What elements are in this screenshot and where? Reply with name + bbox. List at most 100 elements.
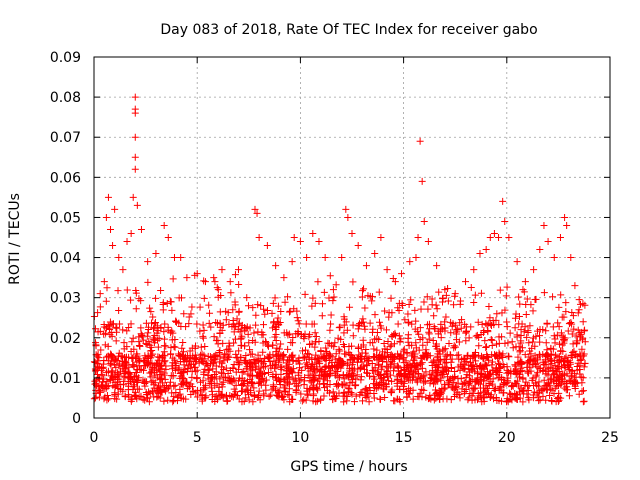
data-point xyxy=(540,289,548,297)
data-point xyxy=(220,357,228,365)
data-point xyxy=(232,388,240,396)
data-point xyxy=(371,366,379,374)
data-point xyxy=(494,355,502,363)
data-point xyxy=(207,323,215,331)
data-point xyxy=(462,386,470,394)
data-point xyxy=(420,386,428,394)
data-point xyxy=(225,339,233,347)
data-point xyxy=(482,386,490,394)
data-point xyxy=(163,299,171,307)
data-point xyxy=(240,367,248,375)
data-point xyxy=(273,352,281,360)
data-point xyxy=(405,370,413,378)
data-point xyxy=(476,250,484,258)
y-tick-label: 0.01 xyxy=(50,371,81,387)
data-point xyxy=(280,384,288,392)
data-point xyxy=(297,390,305,398)
data-point xyxy=(119,266,127,274)
data-point xyxy=(229,364,237,372)
data-point xyxy=(288,353,296,361)
data-point xyxy=(481,388,489,396)
data-point xyxy=(285,385,293,393)
data-point xyxy=(290,305,298,313)
data-point xyxy=(271,333,279,341)
data-point xyxy=(485,356,493,364)
data-point xyxy=(309,294,317,302)
data-point xyxy=(423,353,431,361)
data-point xyxy=(240,397,248,405)
data-point xyxy=(412,317,420,325)
data-point xyxy=(224,309,232,317)
data-point xyxy=(468,396,476,404)
data-point xyxy=(130,391,138,399)
data-point xyxy=(145,337,153,345)
data-point xyxy=(523,333,531,341)
data-point xyxy=(470,266,478,274)
data-point xyxy=(529,361,537,369)
data-point xyxy=(423,293,431,301)
data-point xyxy=(304,371,312,379)
data-point xyxy=(201,365,209,373)
data-point xyxy=(219,339,227,347)
data-point xyxy=(135,333,143,341)
data-point xyxy=(120,353,128,361)
data-point xyxy=(414,234,422,241)
data-point xyxy=(546,363,554,371)
data-point xyxy=(483,343,491,351)
data-point xyxy=(224,355,232,363)
data-point xyxy=(567,254,575,262)
data-point xyxy=(516,300,524,308)
data-point xyxy=(425,335,433,343)
data-point xyxy=(448,363,456,371)
data-point xyxy=(395,385,403,393)
data-point xyxy=(98,371,106,379)
data-point xyxy=(443,373,451,381)
data-point xyxy=(406,386,414,394)
data-point xyxy=(546,385,554,393)
data-point xyxy=(248,372,256,380)
data-point xyxy=(341,350,349,358)
data-point xyxy=(268,341,276,349)
data-point xyxy=(516,394,524,402)
data-point xyxy=(562,299,570,307)
data-point xyxy=(197,357,205,365)
data-point xyxy=(504,398,512,406)
data-point xyxy=(102,384,110,392)
data-point xyxy=(184,364,192,372)
data-point xyxy=(457,324,465,332)
data-point xyxy=(399,382,407,390)
data-point xyxy=(468,366,476,374)
data-point xyxy=(249,398,257,406)
data-point xyxy=(431,325,439,333)
data-point xyxy=(159,301,167,309)
data-point xyxy=(437,334,445,342)
data-point xyxy=(482,344,490,352)
data-point xyxy=(272,326,280,334)
data-point xyxy=(486,371,494,379)
data-point xyxy=(311,299,319,307)
data-point xyxy=(130,381,138,389)
data-point xyxy=(365,357,373,365)
data-point xyxy=(137,324,145,332)
data-point xyxy=(144,329,152,337)
data-point xyxy=(135,374,143,382)
data-point xyxy=(503,369,511,377)
data-point xyxy=(400,373,408,381)
data-point xyxy=(544,352,552,360)
data-point xyxy=(178,344,186,352)
data-point xyxy=(175,351,183,359)
data-point xyxy=(244,330,252,338)
data-point xyxy=(502,292,510,300)
data-point xyxy=(461,355,469,363)
data-point xyxy=(132,393,140,401)
data-point xyxy=(420,298,428,306)
data-point xyxy=(263,242,271,250)
data-point xyxy=(187,360,195,368)
data-point xyxy=(142,388,150,396)
y-tick-label: 0.07 xyxy=(50,130,81,146)
data-point xyxy=(250,329,258,337)
data-point xyxy=(359,315,367,323)
data-point xyxy=(396,338,404,346)
data-point xyxy=(377,324,385,332)
data-point xyxy=(257,369,265,377)
